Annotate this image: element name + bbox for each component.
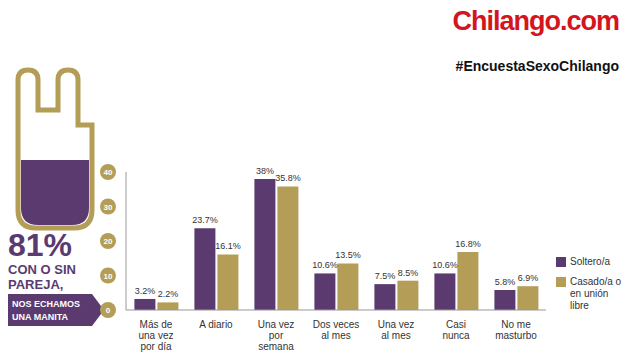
svg-text:Una vezporsemana: Una vezporsemana	[258, 319, 295, 352]
html-text:Soltero/a: Soltero/a	[570, 256, 610, 267]
svg-text:7.5%: 7.5%	[375, 271, 396, 281]
svg-text:81%: 81%	[8, 227, 72, 263]
svg-text:CON O SIN: CON O SIN	[8, 262, 76, 277]
svg-text:Dos vecesal mes: Dos vecesal mes	[313, 319, 360, 341]
svg-text:No memasturbo: No memasturbo	[495, 319, 537, 341]
svg-text:3.2%: 3.2%	[135, 286, 156, 296]
svg-text:Más deuna vezpor día: Más deuna vezpor día	[138, 319, 173, 352]
svg-text:13.5%: 13.5%	[335, 250, 361, 260]
svg-text:10: 10	[104, 272, 113, 281]
svg-text:Una vezal mes: Una vezal mes	[378, 319, 415, 341]
svg-text:23.7%: 23.7%	[192, 215, 218, 225]
html-text:Chilango.com: Chilango.com	[452, 6, 619, 36]
svg-text:40: 40	[104, 168, 113, 177]
svg-text:30: 30	[104, 203, 113, 212]
svg-text:10.6%: 10.6%	[312, 260, 338, 270]
svg-text:38%: 38%	[256, 166, 274, 176]
svg-text:UNA MANITA: UNA MANITA	[12, 312, 68, 322]
svg-text:6.9%: 6.9%	[518, 273, 539, 283]
svg-text:16.1%: 16.1%	[215, 241, 241, 251]
svg-text:0: 0	[106, 306, 111, 315]
html-text:Casado/a o en unión libre: Casado/a o en unión libre	[570, 276, 622, 311]
svg-text:10.6%: 10.6%	[432, 260, 458, 270]
svg-text:A diario: A diario	[199, 319, 233, 330]
svg-text:2.2%: 2.2%	[158, 289, 179, 299]
html-text:#EncuestaSexoChilango: #EncuestaSexoChilango	[455, 58, 619, 74]
svg-text:Casinunca: Casinunca	[442, 319, 470, 341]
svg-text:NOS ECHAMOS: NOS ECHAMOS	[12, 299, 80, 309]
svg-text:PAREJA,: PAREJA,	[8, 277, 63, 292]
svg-text:16.8%: 16.8%	[455, 239, 481, 249]
svg-text:5.8%: 5.8%	[495, 277, 516, 287]
svg-text:8.5%: 8.5%	[398, 268, 419, 278]
svg-text:35.8%: 35.8%	[275, 173, 301, 183]
svg-text:20: 20	[104, 237, 113, 246]
